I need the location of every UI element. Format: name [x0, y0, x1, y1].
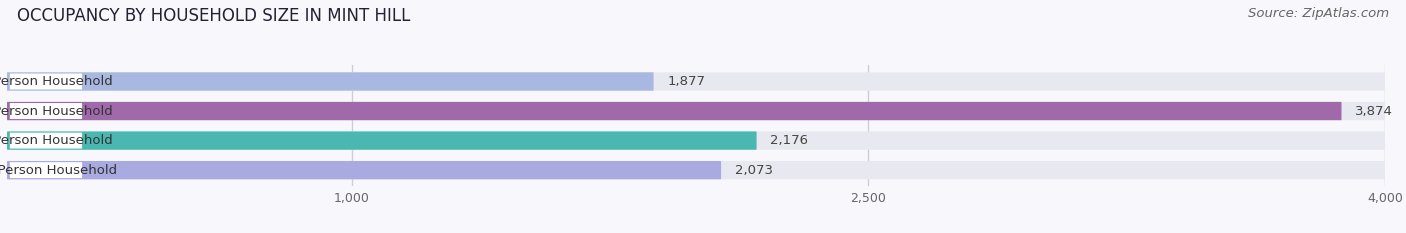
FancyBboxPatch shape	[7, 72, 1385, 91]
Text: 2,176: 2,176	[770, 134, 808, 147]
FancyBboxPatch shape	[7, 161, 1385, 179]
Text: 3-Person Household: 3-Person Household	[0, 134, 112, 147]
FancyBboxPatch shape	[7, 72, 654, 91]
FancyBboxPatch shape	[7, 161, 721, 179]
FancyBboxPatch shape	[10, 133, 82, 149]
FancyBboxPatch shape	[7, 102, 1385, 120]
Text: 1,877: 1,877	[668, 75, 706, 88]
FancyBboxPatch shape	[7, 102, 1341, 120]
Text: 1-Person Household: 1-Person Household	[0, 75, 112, 88]
Text: 3,874: 3,874	[1355, 105, 1393, 117]
FancyBboxPatch shape	[7, 131, 756, 150]
FancyBboxPatch shape	[10, 162, 82, 178]
FancyBboxPatch shape	[10, 74, 82, 89]
FancyBboxPatch shape	[7, 131, 1385, 150]
Text: 4+ Person Household: 4+ Person Household	[0, 164, 118, 177]
Text: Source: ZipAtlas.com: Source: ZipAtlas.com	[1249, 7, 1389, 20]
FancyBboxPatch shape	[10, 103, 82, 119]
Text: 2-Person Household: 2-Person Household	[0, 105, 112, 117]
Text: OCCUPANCY BY HOUSEHOLD SIZE IN MINT HILL: OCCUPANCY BY HOUSEHOLD SIZE IN MINT HILL	[17, 7, 411, 25]
Text: 2,073: 2,073	[735, 164, 773, 177]
